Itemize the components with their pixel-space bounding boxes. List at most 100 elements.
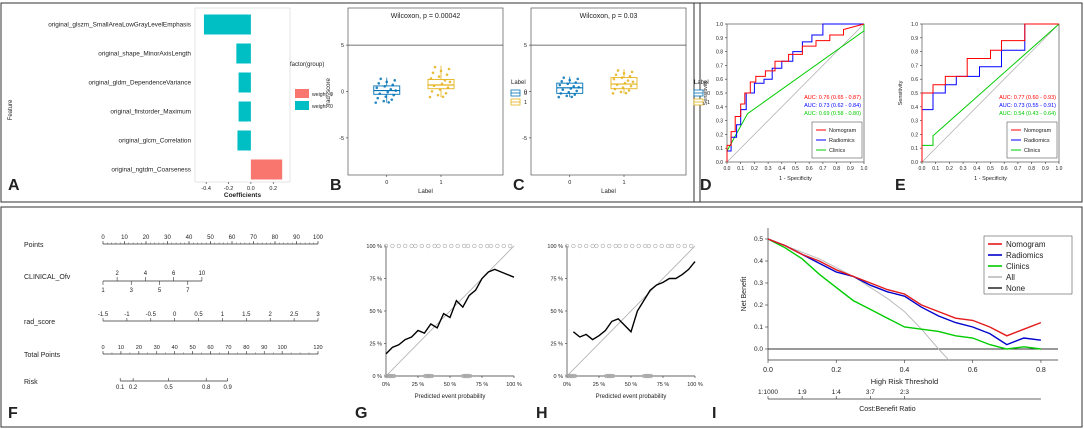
panel-f-total-tick-label: 60: [207, 345, 213, 351]
panel-a-legend-label: weight<0: [312, 104, 333, 110]
panel-g-rug-bottom: [428, 373, 434, 379]
panel-g-xtick-label: 0%: [382, 382, 390, 388]
panel-f-points-tick-label: 100: [313, 235, 324, 241]
panel-f-clinical-tick-label: 1: [101, 288, 105, 294]
panel-i-legend-box: [983, 235, 1073, 295]
panel-g-rug-bottom: [389, 373, 394, 379]
panel-e-legend-label: Radiomics: [1024, 138, 1050, 144]
panel-c-plot-area: [530, 7, 687, 176]
panel-f-total-tick-label: 20: [136, 345, 142, 351]
panel-c-jitter-point: [557, 95, 561, 99]
panel-d-auc-label-clinics: AUC: 0.69 (0.58 - 0.80): [804, 111, 861, 117]
panel-h-ytick-label: 75 %: [550, 277, 563, 283]
panel-i-legend-label: Radiomics: [1006, 251, 1043, 260]
panel-d-xtick-label: 0.9: [847, 166, 854, 172]
panel-d-legend-label: Nomogram: [829, 128, 857, 134]
panel-f-total-tick-label: 50: [189, 345, 195, 351]
panel-f-clinical-tick-label: 3: [130, 288, 134, 294]
frame-row2: [0, 206, 1083, 428]
panel-c-title: Wilcoxon, p = 0.03: [580, 13, 638, 20]
panel-label-b: B: [330, 177, 342, 194]
panel-c-jitter-point: [619, 90, 623, 94]
panel-b-jitter-point: [377, 82, 381, 85]
panel-c-jitter-point: [573, 93, 577, 96]
panel-g-rug-top: [403, 243, 408, 249]
panel-b-jitter-point: [385, 80, 389, 84]
panel-h-rug-bottom: [572, 373, 578, 379]
panel-e-xtick-label: 0.7: [1014, 166, 1021, 172]
panel-a-bar: [238, 72, 251, 93]
panel-c-jitter-point: [559, 92, 563, 95]
panel-i-dca-line-clinics: [767, 238, 1041, 350]
panel-c-jitter-point: [623, 81, 627, 85]
panel-b-jitter-point: [393, 79, 397, 82]
panel-h-rug-top: [623, 243, 628, 249]
panel-d-legend-label: Radiomics: [829, 138, 855, 144]
panel-g-xtick-label: 25 %: [412, 382, 425, 388]
panel-g-ytick-label: 75 %: [369, 277, 382, 283]
panel-e-xtick-label: 0.8: [1028, 166, 1035, 172]
panel-b-jitter-point: [392, 93, 396, 97]
panel-c-jitter-point: [621, 86, 625, 89]
panel-f-clinical-tick-label: 6: [172, 271, 176, 277]
panel-f-clinical-tick-label: 5: [158, 288, 162, 294]
panel-g-ideal-line: [385, 245, 515, 377]
panel-f-risk-tick-label: 0.1: [116, 385, 125, 391]
panel-c-jitter-point: [615, 83, 619, 86]
panel-d-ytick-label: 1.0: [716, 22, 723, 28]
panel-g-rug-top: [508, 243, 513, 249]
panel-b-jitter-point: [387, 101, 391, 104]
panel-g-xtick-label: 75 %: [476, 382, 489, 388]
panel-i-ytick-label: 0.5: [754, 236, 763, 243]
panel-g-rug-top: [383, 243, 389, 249]
panel-b-xtick-label: 0: [385, 180, 388, 186]
panel-h-rug-top: [584, 243, 589, 249]
panel-h-xtick-label: 50 %: [625, 382, 638, 388]
panel-d-xtick-label: 0.2: [751, 166, 758, 172]
panel-a-bar: [238, 101, 251, 122]
panel-f-row-label: Risk: [24, 379, 38, 386]
panel-i-legend-label: Nomogram: [1006, 240, 1046, 249]
panel-a-category-label: original_shape_MinorAxisLength: [98, 51, 191, 58]
panel-f-clinical-tick-label: 4: [144, 271, 148, 277]
panel-d-legend-label: Clinics: [829, 148, 845, 154]
panel-e-ytick-label: 0.5: [911, 91, 918, 97]
panel-f-points-tick-label: 80: [272, 235, 279, 241]
panel-d-ytick-label: 0.0: [716, 160, 723, 166]
panel-i-legend-label: Clinics: [1006, 262, 1030, 271]
panel-h-xtick-label: 75 %: [657, 382, 670, 388]
panel-h-xlabel: Predicted event probability: [596, 394, 667, 400]
panel-b-xtick-label: 1: [439, 180, 442, 186]
panel-f-radscore-tick-label: -1.5: [98, 312, 109, 318]
panel-a-xlabel: Coefficients: [224, 192, 262, 199]
panel-i-costbenefit-tick-label: 1:1000: [758, 389, 778, 396]
panel-g-rug-top: [501, 243, 506, 249]
panel-e-xlabel: 1 - Specificity: [974, 176, 1007, 182]
panel-h-ytick-label: 100 %: [547, 244, 563, 250]
panel-b-jitter-point: [375, 86, 379, 90]
panel-a-bar: [236, 43, 251, 64]
panel-b-jitter-point: [386, 90, 390, 94]
panel-b-title: Wilcoxon, p = 0.00042: [391, 13, 461, 20]
panel-label-h: H: [536, 405, 548, 422]
panel-i-costbenefit-tick-label: 2:3: [900, 389, 909, 396]
panel-c-jitter-point: [611, 92, 615, 95]
panel-g-xlabel: Predicted event probability: [415, 394, 486, 400]
panel-a-bar: [237, 130, 251, 151]
panel-c-jitter-point: [630, 70, 634, 74]
panel-f-row-label: Points: [24, 242, 44, 249]
panel-h-rug-top: [659, 243, 664, 249]
panel-g-rug-top: [413, 243, 418, 249]
panel-b-jitter-point: [374, 101, 378, 104]
panel-c-jitter-point: [558, 83, 562, 87]
panel-c-jitter-point: [565, 94, 569, 98]
panel-i-dca-line-nomogram: [767, 238, 1042, 337]
panel-c-xtick-label: 0: [568, 180, 571, 186]
panel-f-radscore-tick-label: 2.5: [290, 312, 299, 318]
panel-e-ytick-label: 0.2: [911, 132, 918, 138]
panel-d-xtick-label: 0.3: [765, 166, 772, 172]
panel-a-category-label: original_glszm_SmallAreaLowGrayLevelEmph…: [48, 22, 191, 29]
panel-h-rug-bottom: [610, 373, 616, 379]
panel-f-row-label: rad_score: [24, 319, 55, 326]
